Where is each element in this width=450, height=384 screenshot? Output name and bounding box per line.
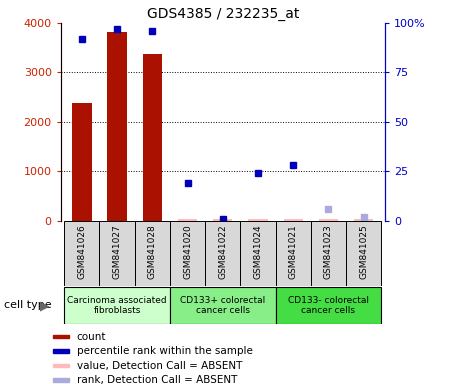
Text: value, Detection Call = ABSENT: value, Detection Call = ABSENT	[76, 361, 242, 371]
Bar	[53, 364, 69, 367]
Text: GSM841020: GSM841020	[183, 224, 192, 279]
Bar	[72, 103, 91, 221]
Bar	[108, 32, 127, 221]
Bar	[64, 221, 99, 286]
Bar	[143, 54, 162, 221]
Bar	[135, 221, 170, 286]
Bar	[284, 219, 303, 221]
Text: GSM841028: GSM841028	[148, 224, 157, 279]
Text: GSM841027: GSM841027	[112, 224, 122, 279]
Bar	[354, 219, 374, 221]
Text: GSM841024: GSM841024	[253, 224, 262, 279]
Bar	[170, 287, 275, 324]
Text: GSM841025: GSM841025	[359, 224, 368, 279]
Text: GSM841023: GSM841023	[324, 224, 333, 279]
Text: count: count	[76, 332, 106, 342]
Text: Carcinoma associated
fibroblasts: Carcinoma associated fibroblasts	[68, 296, 167, 315]
Bar	[99, 221, 135, 286]
Text: CD133- colorectal
cancer cells: CD133- colorectal cancer cells	[288, 296, 369, 315]
Bar	[170, 221, 205, 286]
Bar	[275, 221, 311, 286]
Bar	[319, 219, 338, 221]
Bar	[248, 219, 268, 221]
Bar	[53, 378, 69, 382]
Text: GSM841021: GSM841021	[289, 224, 298, 279]
Text: percentile rank within the sample: percentile rank within the sample	[76, 346, 252, 356]
Text: GSM841022: GSM841022	[218, 224, 227, 279]
Bar	[205, 221, 240, 286]
Bar	[178, 219, 197, 221]
Text: cell type: cell type	[4, 300, 52, 310]
Bar	[213, 219, 233, 221]
Bar	[346, 221, 381, 286]
Bar	[53, 335, 69, 339]
Bar	[311, 221, 346, 286]
Text: rank, Detection Call = ABSENT: rank, Detection Call = ABSENT	[76, 375, 237, 384]
Text: CD133+ colorectal
cancer cells: CD133+ colorectal cancer cells	[180, 296, 266, 315]
Title: GDS4385 / 232235_at: GDS4385 / 232235_at	[147, 7, 299, 21]
Bar	[64, 287, 170, 324]
Bar	[275, 287, 381, 324]
Bar	[53, 349, 69, 353]
Text: GSM841026: GSM841026	[77, 224, 86, 279]
Text: ▶: ▶	[40, 300, 49, 313]
Bar	[240, 221, 275, 286]
